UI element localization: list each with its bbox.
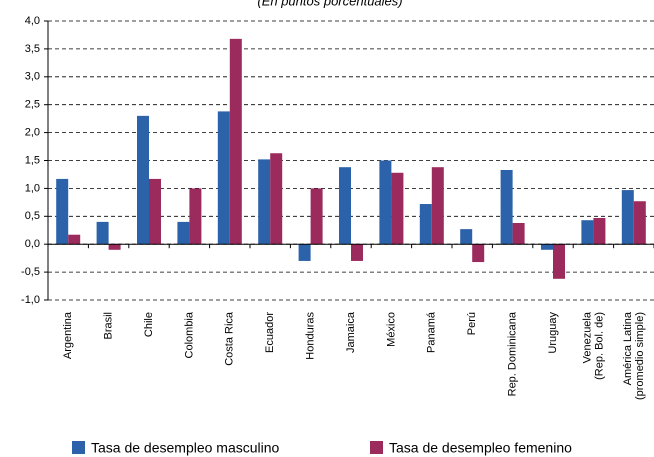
- bar: [137, 115, 149, 245]
- x-tick-label: Costa Rica: [224, 311, 236, 366]
- y-tick-label: 2,0: [25, 127, 40, 139]
- x-tick-label: Chile: [143, 312, 155, 337]
- x-tick-label: México: [385, 312, 397, 347]
- bar: [270, 153, 283, 245]
- x-tick-label: Jamaica: [345, 311, 357, 353]
- bar: [298, 244, 311, 261]
- bar: [553, 244, 565, 279]
- x-tick-label: Colombia: [183, 311, 195, 358]
- bar: [339, 167, 351, 245]
- y-tick-label: 2,5: [25, 99, 40, 111]
- x-tick-label-line: Venezuela: [581, 311, 593, 363]
- bar: [460, 229, 473, 245]
- bar: [633, 201, 646, 245]
- y-tick-label: 0,0: [25, 238, 40, 250]
- x-tick-label: Venezuela(Rep. Bol. de): [581, 311, 605, 380]
- x-tick-label: Brasil: [103, 312, 115, 340]
- bar: [56, 178, 69, 245]
- bar: [419, 204, 432, 245]
- bar: [621, 190, 634, 245]
- chart-subtitle: (En puntos porcentuales): [257, 0, 402, 8]
- y-tick-label: -0,5: [21, 266, 40, 278]
- bar: [229, 38, 242, 245]
- bar: [217, 111, 230, 245]
- x-tick-label: Uruguay: [547, 312, 559, 354]
- bar: [472, 244, 485, 263]
- bar: [108, 244, 121, 250]
- bar: [96, 221, 109, 245]
- x-tick-label: Honduras: [305, 312, 317, 360]
- bar: [258, 159, 271, 245]
- bar: [310, 188, 323, 245]
- x-tick-label: Perú: [466, 312, 478, 335]
- y-tick-label: 3,5: [25, 43, 40, 55]
- bar: [68, 234, 81, 245]
- x-tick-label-line: (Rep. Bol. de): [593, 312, 605, 380]
- y-tick-label: 4,0: [25, 15, 40, 27]
- legend-swatch: [72, 441, 85, 454]
- x-tick-label: América Latina(promedio simple): [622, 311, 646, 400]
- x-tick-label: Ecuador: [264, 312, 276, 353]
- bar: [431, 167, 444, 245]
- y-tick-label: 3,0: [25, 71, 40, 83]
- bar: [177, 221, 190, 245]
- legend-label: Tasa de desempleo femenino: [389, 440, 572, 456]
- legend-label: Tasa de desempleo masculino: [91, 440, 280, 456]
- y-tick-label: 1,5: [25, 154, 40, 166]
- x-tick-label-line: (promedio simple): [634, 312, 646, 400]
- y-tick-label: 0,5: [25, 210, 40, 222]
- bar: [541, 244, 553, 250]
- y-tick-label: 1,0: [25, 182, 40, 194]
- x-tick-label-line: América Latina: [622, 311, 634, 385]
- bar: [593, 217, 606, 245]
- bar: [149, 178, 161, 245]
- bar: [391, 172, 404, 245]
- bar: [512, 222, 525, 245]
- bar: [379, 160, 392, 245]
- x-tick-label: Argentina: [62, 311, 74, 359]
- x-tick-label: Panamá: [426, 311, 438, 353]
- x-tick-label: Rep. Dominicana: [507, 311, 519, 396]
- bar: [500, 169, 513, 245]
- bar: [189, 188, 202, 245]
- y-tick-label: -1,0: [21, 294, 40, 306]
- bar: [351, 244, 363, 261]
- legend-swatch: [370, 441, 383, 454]
- bar: [581, 220, 594, 245]
